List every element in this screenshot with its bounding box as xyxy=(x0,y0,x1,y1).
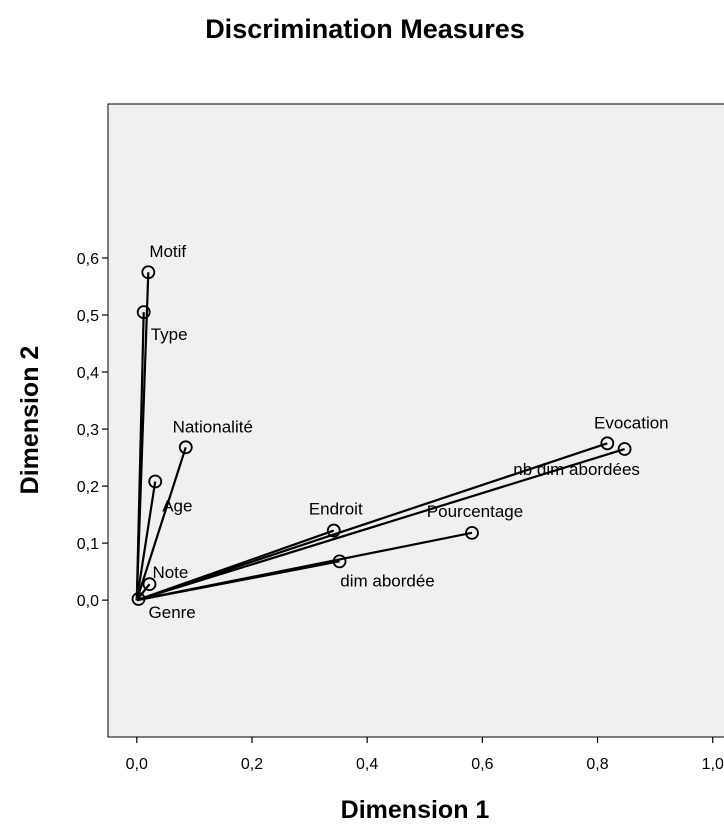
point-type xyxy=(136,305,151,320)
point-motif xyxy=(141,265,156,280)
point-genre xyxy=(131,592,146,606)
point-pourcentage xyxy=(465,525,479,540)
x-axis-label: Dimension 1 xyxy=(341,796,490,824)
label-genre: Genre xyxy=(149,603,196,622)
point-age xyxy=(148,474,163,489)
data-points xyxy=(131,265,632,606)
y-tick-label: 0,6 xyxy=(77,251,99,268)
label-evocation: Evocation xyxy=(594,413,669,432)
y-tick-label: 0,0 xyxy=(77,593,99,610)
label-pourcentage: Pourcentage xyxy=(427,502,523,521)
vector-lines xyxy=(135,272,625,602)
point-dim-abord-e xyxy=(332,554,347,569)
vector-nationalit- xyxy=(135,446,187,601)
label-note: Note xyxy=(152,563,188,582)
point-note xyxy=(142,577,157,592)
x-tick-label: 1,0 xyxy=(702,756,724,773)
y-tick-label: 0,5 xyxy=(77,308,99,325)
y-tick-label: 0,3 xyxy=(77,422,99,439)
plot-area xyxy=(107,103,724,738)
axes: 0,0 0,2 0,4 0,6 0,8 1,0 0,0 0,1 0,2 0,3 0,4 0,5 0,6 xyxy=(77,251,724,773)
vector-type xyxy=(135,312,145,601)
vector-age xyxy=(135,481,157,601)
y-tick-label: 0,4 xyxy=(77,365,99,382)
point-nb-dim-abord-es xyxy=(617,442,632,456)
label-dim-abord-e: dim abordée xyxy=(340,571,435,590)
label-nationalit-: Nationalité xyxy=(173,417,253,436)
point-endroit xyxy=(326,523,341,538)
vector-note xyxy=(135,583,151,601)
y-tick-label: 0,2 xyxy=(77,479,99,496)
label-motif: Motif xyxy=(149,242,186,261)
x-tick-label: 0,8 xyxy=(586,756,608,773)
label-age: Age xyxy=(162,497,192,516)
label-type: Type xyxy=(151,325,188,344)
vector-evocation xyxy=(136,442,608,602)
vector-pourcentage xyxy=(136,531,473,602)
label-nb-dim-abord-es: nb dim abordées xyxy=(513,460,640,479)
chart-title: Discrimination Measures xyxy=(205,14,525,44)
x-tick-label: 0,0 xyxy=(126,756,148,773)
y-tick-label: 0,1 xyxy=(77,536,99,553)
x-tick-label: 0,6 xyxy=(471,756,493,773)
x-tick-label: 0,4 xyxy=(356,756,378,773)
label-endroit: Endroit xyxy=(309,500,363,519)
point-nationalit- xyxy=(178,440,193,455)
x-tick-label: 0,2 xyxy=(241,756,263,773)
point-evocation xyxy=(600,436,615,451)
y-axis-label: Dimension 2 xyxy=(16,346,44,495)
vector-nb-dim-abord-es xyxy=(136,447,625,602)
point-labels: Motif Type Nationalité Age Note Genre Endroit d… xyxy=(149,242,669,622)
